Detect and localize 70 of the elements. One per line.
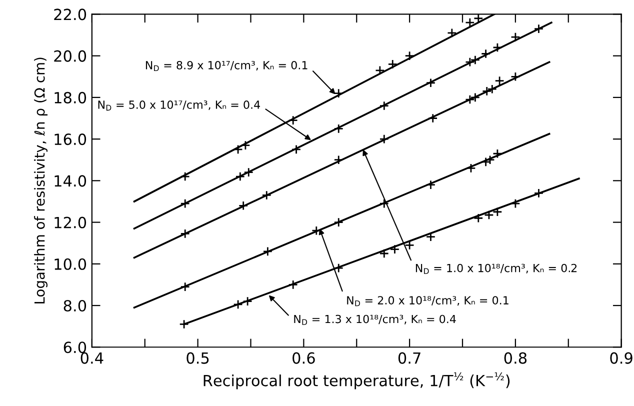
y-axis-title: Logarithm of resistivity, ℓn ρ (Ω cm) (34, 58, 48, 304)
point (180, 228, 190, 239)
point (262, 190, 272, 200)
point (390, 244, 400, 254)
point (379, 248, 390, 258)
point (404, 240, 414, 250)
point (288, 280, 298, 290)
point (334, 263, 344, 273)
point (510, 32, 520, 42)
point (474, 14, 484, 24)
y-tick-label: 22.0 (54, 8, 86, 20)
point (388, 59, 398, 70)
x-axis-title: Reciprocal root temperature, 1/T$^{½}$ (K$^{−½}$) (204, 372, 510, 390)
x-tick-label: 0.6 (292, 352, 315, 364)
point (447, 28, 457, 38)
point (262, 246, 273, 256)
annotation: N$_{D}$ = 1.3 x 10¹⁸/cm³, Kₙ = 0.4 (294, 314, 456, 325)
point (480, 157, 491, 167)
point (494, 76, 504, 86)
point (379, 134, 390, 144)
point (235, 172, 246, 182)
point (492, 148, 502, 158)
point (233, 300, 243, 310)
point (334, 155, 344, 165)
y-tick-label: 10.0 (54, 258, 86, 270)
x-tick-label: 0.9 (610, 352, 632, 364)
point (492, 42, 502, 52)
point (180, 172, 190, 182)
point (480, 48, 491, 59)
point (510, 72, 520, 82)
y-tick-label: 12.0 (54, 216, 86, 228)
point (334, 124, 344, 134)
point (179, 319, 189, 330)
x-tick-label: 0.8 (504, 352, 527, 364)
point (428, 113, 438, 124)
annotation: N$_{D}$ = 1.0 x 10¹⁸/cm³, Kₙ = 0.2 (416, 264, 577, 274)
x-tick-label: 0.4 (80, 352, 104, 364)
point (465, 18, 475, 28)
y-tick-label: 6.0 (64, 342, 86, 354)
point (288, 115, 298, 126)
point (492, 207, 502, 217)
point (238, 200, 248, 210)
point (466, 163, 476, 174)
point (484, 210, 494, 220)
y-tick-label: 14.0 (54, 175, 86, 187)
point (291, 144, 302, 154)
point (334, 217, 344, 228)
point (244, 167, 254, 178)
x-tick-label: 0.5 (186, 352, 209, 364)
annotation: N$_{D}$ = 2.0 x 10¹⁸/cm³, Kₙ = 0.1 (347, 296, 508, 306)
point (510, 198, 520, 208)
y-tick-label: 16.0 (54, 134, 86, 146)
point (180, 198, 190, 208)
y-tick-label: 18.0 (54, 92, 86, 104)
annotation: N$_{D}$ = 5.0 x 10¹⁷/cm³, Kₙ = 0.4 (98, 100, 260, 111)
point (474, 213, 484, 223)
point (379, 198, 390, 208)
point (404, 50, 414, 61)
point (379, 100, 390, 111)
point (375, 66, 385, 76)
y-tick-label: 8.0 (64, 300, 86, 312)
point (426, 78, 436, 88)
x-tick-label: 0.7 (398, 352, 420, 364)
point (242, 296, 252, 306)
annotation: N$_{D}$ = 8.9 x 10¹⁷/cm³, Kₙ = 0.1 (146, 60, 308, 72)
point (534, 188, 544, 198)
y-tick-label: 20.0 (54, 50, 86, 62)
point (426, 180, 436, 190)
point (534, 24, 544, 34)
point (180, 282, 190, 292)
